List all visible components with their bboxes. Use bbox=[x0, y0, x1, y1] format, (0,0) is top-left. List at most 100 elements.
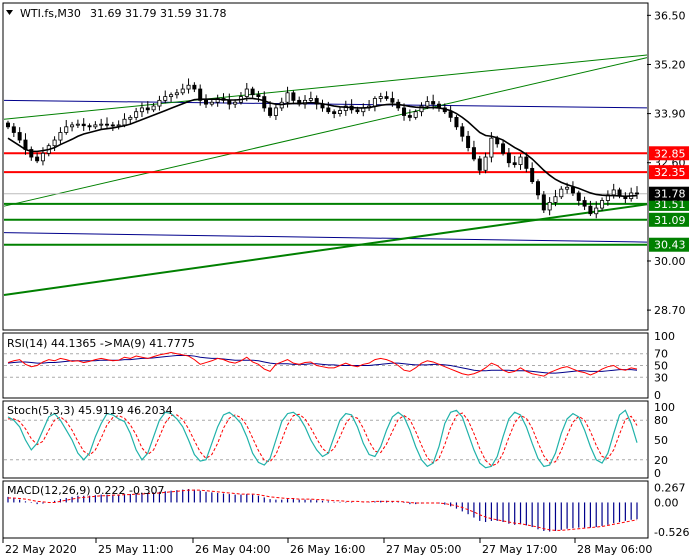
candle-body bbox=[425, 101, 430, 107]
level-tag-bg bbox=[649, 165, 689, 180]
candle-body bbox=[35, 156, 40, 162]
candle-body bbox=[250, 88, 255, 96]
candle-body bbox=[489, 137, 494, 158]
candle-body bbox=[565, 186, 570, 190]
candle-body bbox=[600, 200, 605, 209]
last-price-tag-bg bbox=[649, 186, 689, 201]
rsi-label: RSI(14) 44.1365 ->MA(9) 41.7775 bbox=[7, 337, 195, 350]
candle-body bbox=[81, 123, 86, 127]
candle-body bbox=[52, 139, 57, 147]
blue-channel-line bbox=[3, 232, 648, 243]
candle-body bbox=[174, 92, 179, 96]
candle-body bbox=[477, 158, 482, 171]
candle-body bbox=[180, 88, 185, 94]
candle-body bbox=[285, 92, 290, 103]
candle-body bbox=[163, 96, 168, 101]
stoch-d-line bbox=[8, 412, 638, 467]
rsi-panel-frame bbox=[2, 332, 649, 399]
candle-body bbox=[262, 96, 267, 109]
candle-body bbox=[372, 98, 377, 107]
candle-body bbox=[431, 101, 436, 105]
candle-body bbox=[413, 111, 418, 118]
macd-label: MACD(12,26,9) 0.222 -0.307 bbox=[7, 484, 165, 497]
candle-body bbox=[192, 84, 197, 90]
time-axis-label: 27 May 05:00 bbox=[386, 543, 461, 556]
symbol-title: WTI.fs,M30 bbox=[20, 7, 81, 20]
candle-body bbox=[169, 94, 174, 97]
level-tag: 31.09 bbox=[654, 214, 686, 227]
candle-body bbox=[87, 125, 92, 128]
macd-tick-label: 0.267 bbox=[654, 482, 686, 495]
rsi-tick-label: 70 bbox=[654, 348, 668, 361]
candle-body bbox=[70, 124, 75, 128]
candle-body bbox=[128, 116, 133, 120]
axis-layer: 36.5035.2033.9032.6030.0028.7032.8532.35… bbox=[2, 9, 689, 556]
rsi-line bbox=[7, 352, 638, 377]
candle-body bbox=[291, 92, 296, 101]
candle-body bbox=[419, 105, 424, 113]
candle-body bbox=[93, 124, 98, 128]
candle-body bbox=[588, 205, 593, 215]
stoch-tick-label: 20 bbox=[654, 454, 668, 467]
candle-body bbox=[454, 116, 459, 128]
candle-body bbox=[635, 192, 640, 195]
moving-average-line bbox=[7, 97, 638, 198]
candle-body bbox=[611, 189, 616, 196]
candle-body bbox=[204, 99, 209, 105]
rsi-tick-label: 0 bbox=[654, 389, 661, 402]
candle-body bbox=[570, 186, 575, 194]
price-tick-label: 28.70 bbox=[654, 304, 686, 317]
rsi-tick-label: 100 bbox=[654, 330, 675, 343]
candle-body bbox=[198, 88, 203, 101]
macd-tick-label: -0.526 bbox=[654, 526, 689, 539]
candle-body bbox=[314, 98, 319, 105]
rsi-tick-label: 30 bbox=[654, 371, 668, 384]
level-tag: 31.51 bbox=[654, 198, 686, 211]
candle-body bbox=[402, 107, 407, 116]
candle-body bbox=[116, 124, 121, 127]
green-trend-line bbox=[3, 57, 648, 207]
level-tag-bg bbox=[649, 146, 689, 161]
candle-body bbox=[553, 196, 558, 203]
candle-body bbox=[506, 152, 511, 164]
candle-body bbox=[11, 126, 16, 133]
price-tick-label: 36.50 bbox=[654, 9, 686, 22]
candle-body bbox=[29, 149, 34, 158]
stoch-panel-frame bbox=[2, 400, 649, 479]
candle-body bbox=[227, 99, 232, 105]
candle-body bbox=[157, 99, 162, 107]
candle-body bbox=[139, 107, 144, 113]
price-tick-label: 35.20 bbox=[654, 58, 686, 71]
candle-body bbox=[17, 132, 22, 141]
candle-body bbox=[559, 188, 564, 198]
candle-body bbox=[541, 194, 546, 211]
last-price-tag: 31.78 bbox=[654, 188, 686, 201]
candle-body bbox=[343, 105, 348, 111]
candle-body bbox=[582, 200, 587, 207]
candle-body bbox=[6, 122, 11, 128]
level-tag-bg bbox=[649, 212, 689, 227]
candle-body bbox=[122, 118, 127, 126]
candle-body bbox=[151, 105, 156, 111]
time-axis-label: 22 May 2020 bbox=[5, 543, 77, 556]
price-layer bbox=[3, 54, 648, 296]
stoch-tick-label: 100 bbox=[654, 401, 675, 414]
collapse-arrow-icon[interactable] bbox=[6, 10, 13, 15]
candle-body bbox=[145, 107, 150, 111]
candle-body bbox=[75, 123, 80, 126]
stoch-label: Stoch(5,3,3) 45.9119 46.2034 bbox=[7, 404, 173, 417]
candle-body bbox=[268, 107, 273, 116]
candle-body bbox=[617, 189, 622, 197]
green-support-line bbox=[3, 203, 648, 296]
candle-body bbox=[64, 126, 69, 133]
candle-body bbox=[384, 96, 389, 99]
candle-body bbox=[535, 181, 540, 196]
candle-body bbox=[460, 126, 465, 137]
candle-body bbox=[337, 110, 342, 114]
price-panel-frame bbox=[2, 2, 649, 331]
macd-tick-label: 0.00 bbox=[654, 496, 679, 509]
candle-body bbox=[448, 111, 453, 118]
candle-body bbox=[273, 107, 278, 116]
